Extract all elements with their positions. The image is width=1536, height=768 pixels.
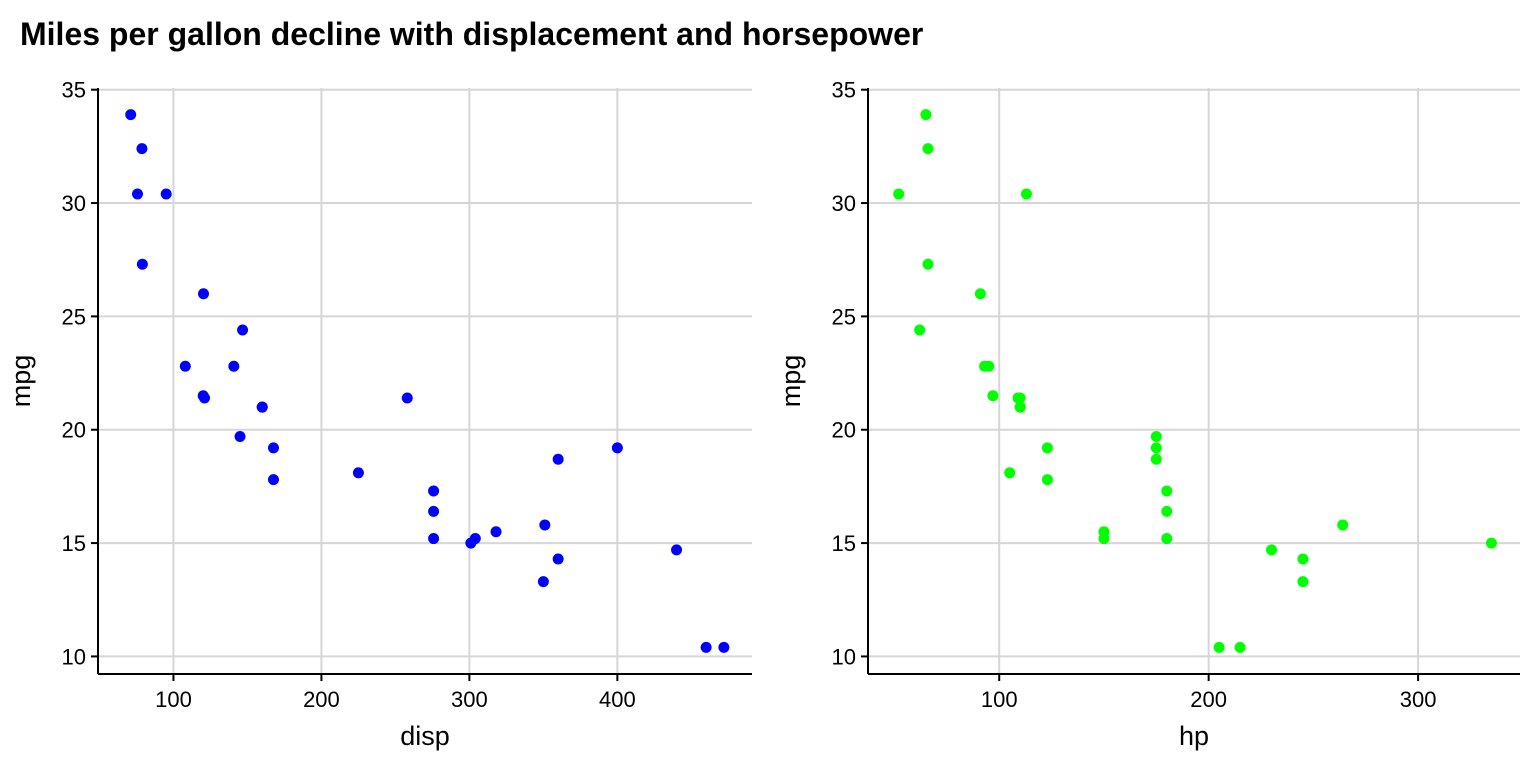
data-point <box>1161 533 1173 545</box>
y-tick-label: 15 <box>832 531 856 556</box>
panel-hp: 100 200 300 10 15 20 25 30 35 hp mpg <box>776 78 1520 751</box>
data-point <box>136 258 148 270</box>
data-point <box>1041 474 1053 486</box>
data-point <box>136 143 148 155</box>
data-point <box>234 431 246 443</box>
data-point <box>228 360 240 372</box>
y-tick-label: 10 <box>832 644 856 669</box>
data-point <box>1297 553 1309 565</box>
data-point <box>490 526 502 538</box>
data-point <box>428 505 440 517</box>
x-tick-label: 300 <box>451 687 488 712</box>
x-tick-label: 200 <box>1190 687 1227 712</box>
data-point <box>1041 442 1053 454</box>
data-point <box>914 324 926 336</box>
data-point <box>974 288 986 300</box>
data-point <box>1161 505 1173 517</box>
data-point <box>537 576 549 588</box>
data-point <box>267 474 279 486</box>
data-point <box>1098 533 1110 545</box>
data-point <box>920 109 932 121</box>
data-point <box>1020 188 1032 200</box>
x-tick-label: 100 <box>155 687 192 712</box>
x-tick-label: 300 <box>1400 687 1437 712</box>
x-tick-label: 200 <box>303 687 340 712</box>
data-point <box>1150 442 1162 454</box>
data-point <box>718 641 730 653</box>
data-point <box>552 453 564 465</box>
panel-disp: 100 200 300 400 10 15 20 25 30 35 disp mpg <box>6 78 752 751</box>
data-point <box>1234 641 1246 653</box>
data-point <box>671 544 683 556</box>
data-point <box>132 188 144 200</box>
data-point <box>1004 467 1016 479</box>
x-tick-label: 400 <box>599 687 636 712</box>
data-point <box>893 188 905 200</box>
data-point <box>1012 392 1024 404</box>
data-point <box>352 467 364 479</box>
data-point <box>428 485 440 497</box>
data-point <box>539 519 551 531</box>
y-tick-label: 35 <box>62 78 86 103</box>
y-tick-label: 25 <box>62 304 86 329</box>
data-point <box>552 553 564 565</box>
y-tick-label: 25 <box>832 304 856 329</box>
data-point <box>160 188 172 200</box>
y-tick-label: 10 <box>62 644 86 669</box>
data-point <box>197 288 209 300</box>
data-point <box>700 641 712 653</box>
data-point <box>256 401 268 413</box>
chart-title: Miles per gallon decline with displaceme… <box>20 16 924 52</box>
data-point <box>1485 537 1497 549</box>
data-point <box>125 109 137 121</box>
data-point <box>987 390 999 402</box>
data-point <box>1213 641 1225 653</box>
data-point <box>199 392 211 404</box>
y-tick-label: 15 <box>62 531 86 556</box>
y-tick-label: 35 <box>832 78 856 103</box>
data-point <box>428 533 440 545</box>
data-point <box>1337 519 1349 531</box>
data-point <box>922 258 934 270</box>
data-point <box>1297 576 1309 588</box>
data-point <box>179 360 191 372</box>
data-point <box>922 143 934 155</box>
x-tick-label: 100 <box>981 687 1018 712</box>
data-point <box>1265 544 1277 556</box>
y-tick-label: 30 <box>62 191 86 216</box>
data-point <box>1150 453 1162 465</box>
data-point <box>401 392 413 404</box>
y-tick-label: 30 <box>832 191 856 216</box>
data-point <box>1014 401 1026 413</box>
data-point <box>465 537 477 549</box>
y-axis-title: mpg <box>776 355 806 408</box>
data-point <box>237 324 249 336</box>
x-axis-title: hp <box>1179 721 1209 751</box>
data-point <box>983 360 995 372</box>
data-point <box>1161 485 1173 497</box>
y-tick-label: 20 <box>62 418 86 443</box>
data-point <box>1150 431 1162 443</box>
x-axis-title: disp <box>400 721 450 751</box>
data-point <box>611 442 623 454</box>
data-point <box>267 442 279 454</box>
y-axis-title: mpg <box>6 355 36 408</box>
y-tick-label: 20 <box>832 418 856 443</box>
